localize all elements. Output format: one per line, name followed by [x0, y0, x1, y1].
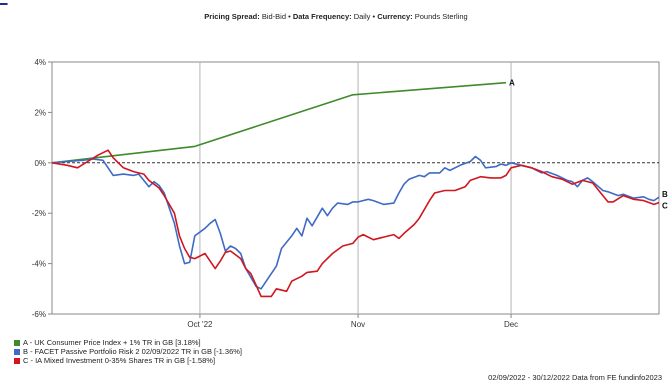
chart-info-line: Pricing Spread: Bid-Bid • Data Frequency… — [0, 12, 672, 21]
y-tick-label: -2% — [32, 209, 46, 218]
legend-item-b: B - FACET Passive Portfolio Risk 2 02/09… — [14, 347, 242, 356]
series-line-b — [51, 155, 660, 290]
x-tick-label: Oct '22 — [187, 320, 213, 329]
series-end-label-a: A — [509, 79, 515, 88]
y-tick-label: 4% — [34, 58, 46, 67]
separator: • — [288, 12, 291, 21]
y-tick-label: 0% — [34, 159, 46, 168]
y-tick-label: -6% — [32, 310, 46, 319]
series-line-a — [51, 81, 507, 164]
frequency-label: Data Frequency: — [292, 12, 352, 21]
separator: • — [372, 12, 376, 21]
series-line-c — [51, 149, 660, 298]
spread-label: Pricing Spread: — [204, 12, 260, 21]
x-tick-label: Dec — [504, 320, 518, 329]
series-end-label-c: C — [662, 202, 668, 211]
currency-value: Pounds Sterling — [414, 12, 468, 21]
legend-label-b: B - FACET Passive Portfolio Risk 2 02/09… — [23, 347, 242, 356]
legend-label-a: A - UK Consumer Price Index + 1% TR in G… — [23, 338, 201, 347]
plot-frame — [51, 61, 660, 315]
series-end-label-b: B — [662, 190, 668, 199]
x-tick-label: Nov — [351, 320, 365, 329]
frequency-value: Daily — [353, 12, 371, 21]
y-tick-label: -4% — [32, 260, 46, 269]
legend-label-c: C - IA Mixed Investment 0-35% Shares TR … — [23, 356, 216, 365]
legend-swatch-a — [14, 339, 20, 346]
legend-swatch-c — [14, 357, 20, 364]
legend-item-c: C - IA Mixed Investment 0-35% Shares TR … — [14, 356, 242, 365]
legend: A - UK Consumer Price Index + 1% TR in G… — [14, 338, 242, 365]
legend-item-a: A - UK Consumer Price Index + 1% TR in G… — [14, 338, 242, 347]
currency-label: Currency: — [377, 12, 413, 21]
legend-swatch-b — [14, 348, 20, 355]
spread-value: Bid-Bid — [261, 12, 287, 21]
y-tick-label: 2% — [34, 108, 46, 117]
footer-date-range: 02/09/2022 - 30/12/2022 Data from FE fun… — [488, 373, 662, 382]
